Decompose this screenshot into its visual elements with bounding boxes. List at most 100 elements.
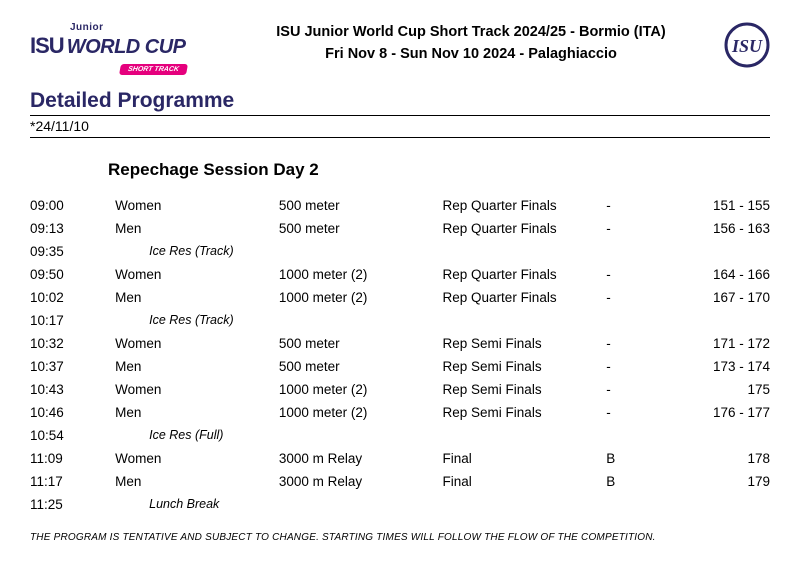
logo-worldcup-text: WORLD CUP: [67, 36, 186, 59]
race-cell: 175: [683, 378, 770, 401]
phase-cell: Rep Semi Finals: [443, 378, 607, 401]
distance-cell: [279, 424, 443, 447]
phase-cell: Rep Quarter Finals: [443, 217, 607, 240]
isu-badge-icon: ISU: [724, 22, 770, 68]
category-cell: Women: [115, 447, 279, 470]
phase-cell: [443, 309, 607, 332]
schedule-row: 10:54Ice Res (Full): [30, 424, 770, 447]
category-cell: Men: [115, 401, 279, 424]
race-cell: 176 - 177: [683, 401, 770, 424]
logo-main-row: ISU WORLD CUP: [30, 33, 220, 59]
schedule-row: 09:50Women1000 meter (2)Rep Quarter Fina…: [30, 263, 770, 286]
group-cell: B: [606, 447, 682, 470]
group-cell: -: [606, 355, 682, 378]
phase-cell: Rep Semi Finals: [443, 355, 607, 378]
race-cell: 173 - 174: [683, 355, 770, 378]
distance-cell: 500 meter: [279, 332, 443, 355]
schedule-row: 11:17Men3000 m RelayFinalB179: [30, 470, 770, 493]
distance-cell: 500 meter: [279, 217, 443, 240]
phase-cell: Rep Quarter Finals: [443, 263, 607, 286]
time-cell: 09:00: [30, 194, 115, 217]
logo-junior-text: Junior: [70, 22, 220, 33]
distance-cell: 500 meter: [279, 194, 443, 217]
phase-cell: Rep Semi Finals: [443, 332, 607, 355]
time-cell: 10:37: [30, 355, 115, 378]
race-cell: 151 - 155: [683, 194, 770, 217]
time-cell: 10:43: [30, 378, 115, 401]
category-cell: Women: [115, 332, 279, 355]
category-cell: Women: [115, 263, 279, 286]
distance-cell: [279, 309, 443, 332]
race-cell: 171 - 172: [683, 332, 770, 355]
distance-cell: 3000 m Relay: [279, 447, 443, 470]
race-cell: 164 - 166: [683, 263, 770, 286]
race-cell: 179: [683, 470, 770, 493]
session-title: Repechage Session Day 2: [108, 160, 770, 180]
time-cell: 10:54: [30, 424, 115, 447]
race-cell: 167 - 170: [683, 286, 770, 309]
footnote: THE PROGRAM IS TENTATIVE AND SUBJECT TO …: [30, 532, 770, 543]
time-cell: 11:25: [30, 493, 115, 516]
phase-cell: Final: [443, 470, 607, 493]
group-cell: [606, 309, 682, 332]
phase-cell: Final: [443, 447, 607, 470]
isu-badge: ISU: [722, 22, 770, 71]
distance-cell: [279, 493, 443, 516]
time-cell: 11:17: [30, 470, 115, 493]
group-cell: -: [606, 286, 682, 309]
group-cell: [606, 240, 682, 263]
schedule-row: 11:25Lunch Break: [30, 493, 770, 516]
date-line: *24/11/10: [30, 118, 770, 138]
category-cell: Men: [115, 217, 279, 240]
phase-cell: [443, 424, 607, 447]
time-cell: 10:17: [30, 309, 115, 332]
event-logo: Junior ISU WORLD CUP SHORT TRACK: [30, 22, 220, 75]
time-cell: 09:35: [30, 240, 115, 263]
group-cell: [606, 424, 682, 447]
race-cell: [683, 493, 770, 516]
category-cell: Ice Res (Full): [115, 424, 279, 447]
section-title: Detailed Programme: [30, 89, 770, 116]
distance-cell: 3000 m Relay: [279, 470, 443, 493]
logo-isu-text: ISU: [30, 33, 64, 59]
schedule-row: 10:32Women500 meterRep Semi Finals-171 -…: [30, 332, 770, 355]
schedule-row: 09:35Ice Res (Track): [30, 240, 770, 263]
time-cell: 10:02: [30, 286, 115, 309]
title-line-1: ISU Junior World Cup Short Track 2024/25…: [230, 22, 712, 44]
schedule-row: 09:00Women500 meterRep Quarter Finals-15…: [30, 194, 770, 217]
time-cell: 09:13: [30, 217, 115, 240]
group-cell: -: [606, 378, 682, 401]
group-cell: B: [606, 470, 682, 493]
group-cell: -: [606, 194, 682, 217]
time-cell: 10:32: [30, 332, 115, 355]
phase-cell: [443, 493, 607, 516]
distance-cell: 500 meter: [279, 355, 443, 378]
schedule-table: 09:00Women500 meterRep Quarter Finals-15…: [30, 194, 770, 516]
distance-cell: 1000 meter (2): [279, 263, 443, 286]
category-cell: Men: [115, 286, 279, 309]
phase-cell: Rep Quarter Finals: [443, 286, 607, 309]
category-cell: Men: [115, 355, 279, 378]
race-cell: [683, 240, 770, 263]
schedule-row: 10:37Men500 meterRep Semi Finals-173 - 1…: [30, 355, 770, 378]
schedule-row: 10:02Men1000 meter (2)Rep Quarter Finals…: [30, 286, 770, 309]
logo-shorttrack-pill: SHORT TRACK: [119, 64, 188, 75]
schedule-row: 10:17Ice Res (Track): [30, 309, 770, 332]
phase-cell: Rep Semi Finals: [443, 401, 607, 424]
time-cell: 10:46: [30, 401, 115, 424]
group-cell: -: [606, 332, 682, 355]
phase-cell: [443, 240, 607, 263]
category-cell: Ice Res (Track): [115, 240, 279, 263]
group-cell: [606, 493, 682, 516]
schedule-row: 09:13Men500 meterRep Quarter Finals-156 …: [30, 217, 770, 240]
race-cell: [683, 424, 770, 447]
race-cell: 156 - 163: [683, 217, 770, 240]
page-header: Junior ISU WORLD CUP SHORT TRACK ISU Jun…: [30, 22, 770, 75]
category-cell: Lunch Break: [115, 493, 279, 516]
schedule-row: 11:09Women3000 m RelayFinalB178: [30, 447, 770, 470]
schedule-row: 10:46Men1000 meter (2)Rep Semi Finals-17…: [30, 401, 770, 424]
distance-cell: 1000 meter (2): [279, 286, 443, 309]
distance-cell: 1000 meter (2): [279, 401, 443, 424]
group-cell: -: [606, 217, 682, 240]
group-cell: -: [606, 401, 682, 424]
